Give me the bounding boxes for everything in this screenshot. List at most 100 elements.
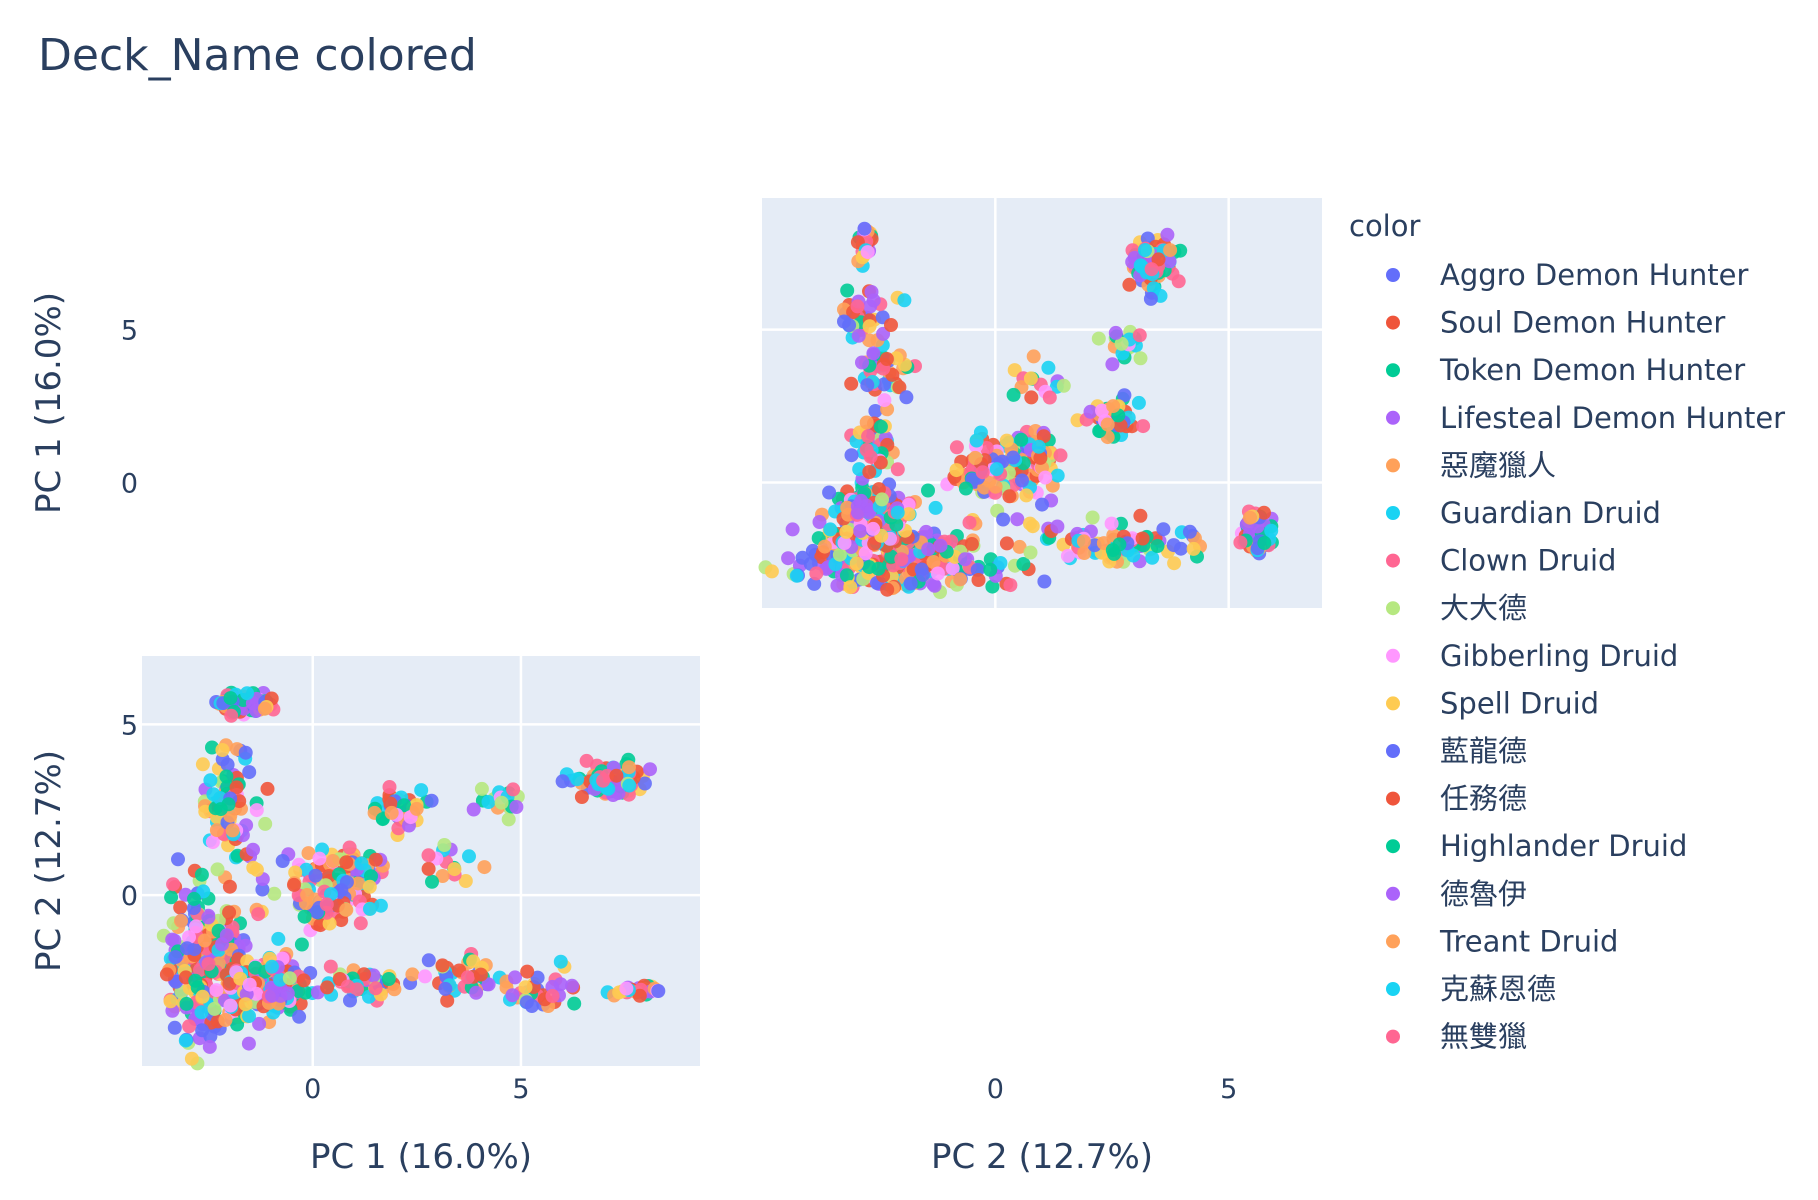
legend-marker [1386, 839, 1400, 854]
data-point [1133, 351, 1148, 366]
legend-item[interactable]: Gibberling Druid [1386, 639, 1678, 673]
legend-item[interactable]: 惡魔獵人 [1386, 448, 1556, 482]
data-point [508, 970, 522, 985]
data-point [1117, 388, 1132, 403]
legend-item[interactable]: Guardian Druid [1386, 496, 1661, 530]
data-point [354, 856, 369, 871]
data-point [1108, 325, 1123, 340]
legend-item[interactable]: 大大德 [1386, 591, 1527, 625]
legend-label: 惡魔獵人 [1440, 448, 1556, 482]
data-point [1041, 360, 1056, 375]
data-point [979, 441, 994, 455]
legend-label: 克蘇恩德 [1440, 972, 1556, 1006]
data-point [785, 522, 800, 537]
data-point [368, 852, 383, 867]
data-point [469, 985, 484, 1000]
data-point [927, 578, 942, 593]
legend-item[interactable]: 德魯伊 [1386, 877, 1527, 911]
legend-item[interactable]: Token Demon Hunter [1386, 353, 1745, 387]
data-point [1031, 439, 1046, 454]
data-point [862, 465, 877, 479]
data-point [1012, 539, 1027, 554]
data-point [622, 760, 636, 775]
data-point [855, 355, 869, 370]
data-point [381, 972, 396, 986]
legend-item[interactable]: Treant Druid [1386, 924, 1618, 958]
data-point [165, 932, 180, 947]
data-point [171, 852, 185, 867]
data-point [265, 988, 279, 1003]
data-point [857, 221, 872, 236]
data-point [435, 958, 450, 973]
legend-item[interactable]: Spell Druid [1386, 686, 1599, 720]
legend-item[interactable]: Highlander Druid [1386, 829, 1687, 863]
data-point [890, 505, 905, 520]
data-point [1144, 262, 1159, 277]
data-point [1138, 243, 1152, 257]
data-point [242, 1009, 256, 1023]
data-point [1182, 524, 1197, 539]
legend-item[interactable]: Soul Demon Hunter [1386, 306, 1725, 340]
data-point [1050, 468, 1065, 483]
data-point [194, 1005, 209, 1020]
data-point [387, 982, 402, 997]
legend-label: 任務德 [1440, 782, 1527, 816]
data-point [859, 415, 874, 430]
data-point [843, 580, 858, 595]
data-point [1145, 550, 1160, 565]
data-point [892, 380, 907, 395]
data-point [501, 812, 516, 827]
data-point [1085, 510, 1100, 525]
legend-item[interactable]: Aggro Demon Hunter [1386, 258, 1748, 292]
data-point [207, 1001, 222, 1016]
legend-item[interactable]: 無雙獵 [1386, 1020, 1527, 1054]
x-tick-label-left: 0 [304, 1074, 321, 1105]
legend-item[interactable]: Lifesteal Demon Hunter [1386, 401, 1785, 435]
legend-label: Spell Druid [1440, 686, 1599, 720]
data-point [384, 805, 399, 820]
data-point [353, 916, 368, 931]
data-point [205, 835, 220, 850]
data-point [297, 909, 312, 924]
data-point [868, 404, 883, 418]
data-point [901, 507, 916, 522]
legend-item[interactable]: 任務德 [1386, 782, 1527, 816]
legend-item[interactable]: 克蘇恩德 [1386, 972, 1556, 1006]
data-point [958, 552, 972, 567]
data-point [1006, 387, 1021, 402]
data-point [342, 840, 357, 855]
data-point [206, 787, 221, 802]
data-point [1083, 404, 1098, 419]
data-point [196, 884, 211, 899]
data-point [545, 989, 560, 1003]
data-point [1132, 328, 1147, 343]
data-point [1056, 378, 1071, 393]
data-point [837, 536, 852, 550]
data-point [1038, 470, 1053, 485]
legend-item[interactable]: 藍龍德 [1386, 734, 1527, 768]
legend-item[interactable]: Clown Druid [1386, 544, 1616, 578]
legend-title: color [1349, 209, 1420, 243]
data-point [858, 546, 873, 561]
data-point [1033, 450, 1048, 465]
data-point [555, 774, 570, 789]
points-bottom-panel [156, 685, 666, 1071]
data-point [968, 450, 983, 465]
data-point [875, 492, 889, 507]
data-point [873, 455, 888, 470]
legend-label: Aggro Demon Hunter [1440, 258, 1748, 292]
data-point [301, 846, 316, 861]
data-point [466, 802, 481, 817]
data-point [368, 981, 383, 996]
data-point [1002, 489, 1017, 504]
data-point [209, 823, 224, 838]
data-point [866, 346, 881, 361]
y-tick-label-top: 5 [121, 316, 138, 347]
points-top-panel [758, 221, 1279, 599]
data-point [949, 440, 964, 455]
data-point [509, 800, 524, 814]
data-point [964, 537, 979, 551]
data-point [195, 757, 210, 772]
data-point [860, 378, 875, 393]
data-point [949, 463, 964, 478]
